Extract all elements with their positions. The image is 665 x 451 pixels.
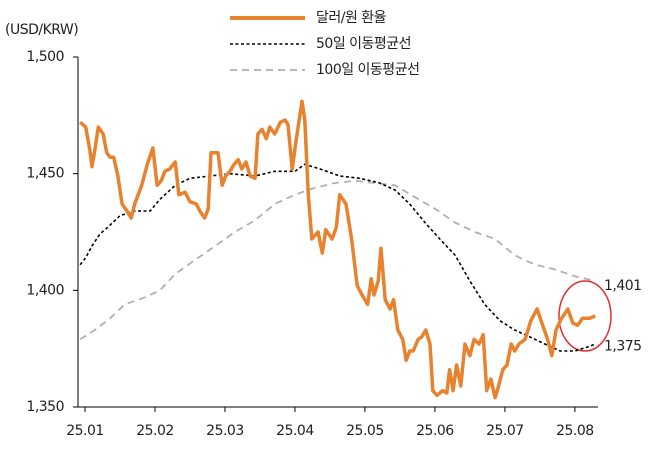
x-tick-label: 25.07 [486, 423, 524, 439]
highlight-circle [558, 280, 612, 352]
series-line [78, 99, 596, 400]
y-axis-label: (USD/KRW) [5, 22, 78, 38]
x-tick-label: 25.02 [136, 423, 174, 439]
y-tick-label: 1,350 [26, 399, 64, 415]
x-tick-label: 25.06 [416, 423, 454, 439]
series-line [79, 179, 596, 341]
x-tick-label: 25.01 [66, 423, 104, 439]
end-label: 1,375 [604, 339, 642, 355]
x-tick-label: 25.03 [206, 423, 244, 439]
end-label: 1,401 [604, 278, 642, 294]
y-tick-label: 1,450 [26, 166, 64, 182]
x-tick-label: 25.04 [276, 423, 314, 439]
y-tick-label: 1,400 [26, 282, 64, 298]
x-tick-label: 25.08 [556, 423, 594, 439]
legend-label: 100일 이동평균선 [316, 62, 419, 78]
y-tick-label: 1,500 [26, 49, 64, 65]
x-tick-label: 25.05 [346, 423, 384, 439]
legend-label: 달러/원 환율 [316, 10, 387, 26]
legend-label: 50일 이동평균선 [316, 36, 411, 52]
